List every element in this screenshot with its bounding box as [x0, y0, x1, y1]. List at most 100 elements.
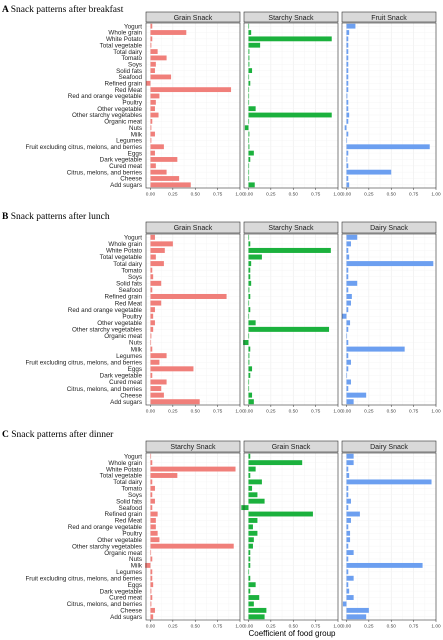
bar-a-starchy-snack-poultry: [248, 99, 250, 105]
bar-c-starchy-snack-total-vegetable: [150, 473, 178, 478]
bar-a-grain-snack-cured-meat: [150, 163, 156, 169]
y-label-c-red-and-orange-vegetable: Red and orange vegetable: [68, 524, 143, 531]
facet-a-starchy-snack-strip-label: Starchy Snack: [268, 15, 314, 22]
bar-c-grain-snack-organic-meat: [248, 550, 251, 555]
facet-a-starchy-snack-frame: [243, 22, 339, 189]
bar-b-starchy-snack-red-meat: [248, 300, 250, 306]
facet-c-starchy-snack-strip-label: Starchy Snack: [170, 444, 216, 451]
bar-b-grain-snack-other-vegetable: [150, 320, 155, 326]
bar-a-fruit-snack-poultry: [346, 99, 349, 105]
y-label-a-add-sugars: Add sugars: [110, 182, 142, 189]
y-label-b-milk: Milk: [131, 346, 143, 353]
y-label-a-other-starchy-vegetables: Other starchy vegetables: [72, 112, 142, 119]
y-label-c-legumes: Legumes: [116, 569, 142, 576]
facet-b-grain-snack-x-tick-label: 0.50: [191, 409, 201, 415]
bar-a-starchy-snack-whole-grain: [248, 30, 252, 35]
bar-a-starchy-snack-white-potato: [248, 36, 332, 42]
y-label-b-fruit-excluding-citrus-melons-and-berries: Fruit excluding citrus, melons, and berr…: [25, 359, 142, 366]
y-label-c-fruit-excluding-citrus-melons-and-berries: Fruit excluding citrus, melons, and berr…: [25, 575, 142, 582]
bar-c-starchy-snack-other-vegetable: [150, 537, 160, 543]
bar-c-dairy-snack-tomato: [346, 485, 349, 491]
bar-b-grain-snack-tomato: [150, 267, 153, 273]
bar-a-fruit-snack-cheese: [346, 176, 349, 181]
bar-a-fruit-snack-whole-grain: [346, 30, 350, 35]
facet-a-grain-snack-x-tick-label: 0.75: [213, 192, 223, 198]
bar-b-starchy-snack-solid-fats: [248, 280, 252, 286]
bar-a-starchy-snack-eggs: [248, 150, 254, 156]
bar-b-starchy-snack-milk: [248, 346, 251, 352]
bar-c-dairy-snack-total-dairy: [346, 479, 432, 485]
y-label-b-seafood: Seafood: [119, 287, 143, 294]
bar-b-grain-snack-red-and-orange-vegetable: [150, 307, 155, 313]
bar-a-starchy-snack-fruit-excluding-citrus-melons-and-berries: [248, 144, 250, 150]
bar-a-grain-snack-whole-grain: [150, 30, 187, 35]
bar-a-grain-snack-red-and-orange-vegetable: [150, 93, 160, 99]
bar-a-starchy-snack-tomato: [248, 55, 250, 61]
panel-c-letter: C: [2, 430, 11, 440]
y-label-a-refined-grain: Refined grain: [105, 80, 143, 87]
bar-b-grain-snack-cured-meat: [150, 379, 167, 385]
y-label-c-cheese: Cheese: [120, 608, 142, 615]
bar-b-dairy-snack-dark-vegetable: [346, 372, 348, 378]
facet-a-starchy-snack-x-tick-label: 0.50: [289, 192, 299, 198]
bar-b-dairy-snack-red-meat: [346, 300, 351, 306]
bar-c-dairy-snack-other-starchy-vegetables: [346, 543, 349, 549]
y-label-a-dark-vegetable: Dark vegetable: [100, 157, 143, 164]
bar-b-grain-snack-yogurt: [150, 234, 155, 240]
facet-c-starchy-snack-strip: [145, 440, 241, 453]
bar-b-grain-snack-legumes: [150, 353, 167, 359]
y-label-c-poultry: Poultry: [122, 530, 142, 537]
bar-b-dairy-snack-yogurt: [346, 234, 358, 240]
bar-a-grain-snack-refined-grain: [146, 80, 151, 86]
bar-c-starchy-snack-tomato: [150, 485, 155, 491]
bar-b-dairy-snack-milk: [346, 346, 405, 352]
facet-a-fruit-snack-x-tick-label: 0.75: [409, 192, 419, 198]
bar-a-fruit-snack-other-starchy-vegetables: [346, 112, 350, 118]
bar-b-grain-snack-nuts: [150, 340, 152, 346]
bar-c-starchy-snack-yogurt: [150, 453, 152, 459]
bar-a-starchy-snack-total-vegetable: [248, 42, 261, 48]
bar-c-starchy-snack-organic-meat: [150, 550, 152, 555]
bar-a-grain-snack-milk: [150, 131, 155, 137]
bar-c-starchy-snack-cheese: [150, 607, 155, 613]
facet-b-dairy-snack-strip: [341, 221, 437, 234]
bar-b-dairy-snack-seafood: [346, 287, 349, 293]
bar-b-grain-snack-refined-grain: [150, 293, 227, 299]
facet-a-grain-snack-x-tick-label: 1.00: [235, 192, 245, 198]
bar-a-grain-snack-red-meat: [150, 87, 232, 93]
panel-a-letter: A: [2, 5, 11, 15]
y-label-b-dark-vegetable: Dark vegetable: [100, 373, 143, 380]
bar-b-grain-snack-white-potato: [150, 247, 165, 253]
bar-a-fruit-snack-other-vegetable: [346, 106, 349, 112]
facet-b-starchy-snack-strip: [243, 221, 339, 234]
bar-b-dairy-snack-nuts: [346, 340, 349, 346]
bar-b-starchy-snack-other-vegetable: [248, 320, 256, 326]
facet-b-starchy-snack-x-tick-label: 0.00: [244, 409, 254, 415]
bar-a-grain-snack-other-vegetable: [150, 106, 155, 112]
facet-c-dairy-snack-x-tick-label: 0.75: [409, 624, 419, 630]
y-label-a-organic-meat: Organic meat: [104, 119, 142, 126]
bar-c-dairy-snack-whole-grain: [346, 460, 354, 466]
facet-c-dairy-snack-strip-label: Dairy Snack: [370, 444, 408, 451]
bar-b-grain-snack-add-sugars: [150, 399, 200, 405]
bar-b-grain-snack-whole-grain: [150, 241, 173, 247]
y-label-b-add-sugars: Add sugars: [110, 399, 142, 406]
y-label-a-solid-fats: Solid fats: [116, 68, 142, 75]
bar-b-starchy-snack-refined-grain: [248, 293, 251, 299]
bar-a-fruit-snack-yogurt: [346, 23, 356, 29]
y-label-a-nuts: Nuts: [129, 125, 142, 132]
bar-a-starchy-snack-citrus-melons-and-berries: [248, 169, 250, 175]
bar-b-dairy-snack-fruit-excluding-citrus-melons-and-berries: [346, 359, 351, 365]
y-label-a-yogurt: Yogurt: [124, 23, 142, 30]
bar-b-starchy-snack-add-sugars: [248, 399, 254, 405]
bar-c-grain-snack-red-and-orange-vegetable: [248, 524, 253, 530]
y-label-a-legumes: Legumes: [116, 138, 142, 145]
y-label-b-citrus-melons-and-berries: Citrus, melons, and berries: [67, 386, 142, 393]
bar-c-grain-snack-other-starchy-vegetables: [248, 543, 253, 549]
bar-a-starchy-snack-add-sugars: [248, 182, 255, 188]
bar-c-grain-snack-whole-grain: [248, 460, 303, 466]
bar-a-fruit-snack-legumes: [346, 137, 348, 143]
facet-a-fruit-snack-strip-label: Fruit Snack: [371, 15, 407, 22]
bar-b-starchy-snack-soys: [248, 274, 251, 280]
panel-b-title-text: Snack patterns after lunch: [11, 211, 110, 222]
